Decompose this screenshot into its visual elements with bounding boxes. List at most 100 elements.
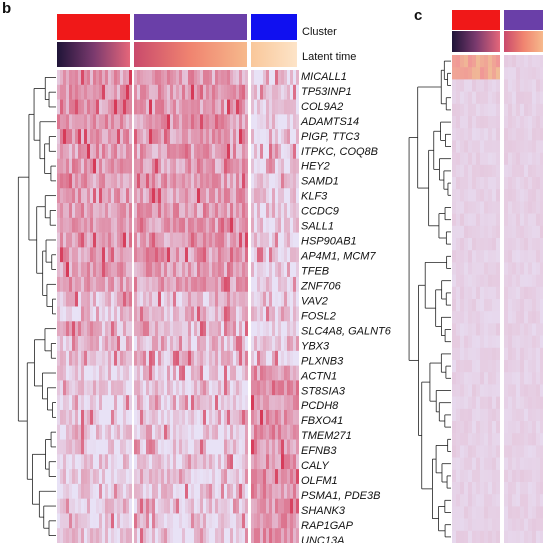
heatmap-cell	[60, 276, 63, 293]
heatmap-cell	[254, 70, 257, 86]
heatmap-cell	[540, 103, 543, 117]
heatmap-cell	[60, 424, 63, 440]
heatmap-cell	[257, 498, 260, 514]
heatmap-cell	[137, 350, 140, 366]
heatmap-cell	[155, 483, 158, 499]
heatmap-cell	[69, 454, 72, 470]
heatmap-cell	[81, 306, 84, 322]
heatmap-cell	[520, 408, 524, 422]
heatmap-cell	[233, 70, 236, 86]
heatmap-cell	[167, 498, 170, 514]
heatmap-cell	[540, 189, 543, 202]
heatmap-cell	[87, 188, 90, 204]
heatmap-cell	[290, 424, 293, 440]
heatmap-cell	[66, 84, 69, 100]
heatmap-cell	[170, 306, 173, 322]
heatmap-cell	[134, 454, 137, 470]
heatmap-cell	[257, 380, 260, 396]
heatmap-cell	[87, 513, 90, 529]
heatmap-cell	[221, 336, 224, 352]
heatmap-cell	[158, 498, 161, 514]
heatmap-cell	[218, 143, 221, 159]
heatmap-cell	[212, 203, 215, 219]
heatmap-cell	[120, 70, 123, 86]
heatmap-cell	[236, 336, 239, 352]
heatmap-cell	[290, 395, 293, 411]
heatmap-cell	[114, 395, 117, 411]
heatmap-cell	[496, 164, 500, 178]
heatmap-cell	[528, 164, 532, 178]
heatmap-cell	[528, 201, 532, 214]
heatmap-cell	[72, 350, 75, 366]
heatmap-cell	[152, 143, 155, 159]
heatmap-cell	[512, 360, 516, 373]
heatmap-cell	[284, 469, 287, 485]
heatmap-cell	[272, 424, 275, 440]
heatmap-cell	[218, 336, 221, 352]
heatmap-cell	[63, 498, 66, 514]
heatmap-cell	[161, 365, 164, 381]
heatmap-cell	[218, 158, 221, 174]
heatmap-cell	[516, 213, 520, 227]
heatmap-cell	[197, 158, 200, 174]
heatmap-cell	[149, 528, 152, 543]
heatmap-cell	[524, 482, 528, 495]
heatmap-cell	[284, 498, 287, 514]
heatmap-cell	[278, 217, 281, 233]
heatmap-cell	[152, 173, 155, 189]
heatmap-cell	[516, 494, 520, 507]
heatmap-cell	[111, 409, 114, 426]
heatmap-cell	[137, 424, 140, 440]
heatmap-cell	[75, 247, 78, 263]
heatmap-cell	[212, 469, 215, 485]
heatmap-cell	[78, 424, 81, 440]
heatmap-cell	[134, 439, 137, 455]
heatmap-cell	[84, 306, 87, 322]
heatmap-cell	[456, 518, 460, 532]
heatmap-cell	[57, 129, 60, 145]
heatmap-cell	[242, 262, 245, 278]
heatmap-cell	[452, 469, 456, 483]
heatmap-cell	[105, 99, 108, 115]
heatmap-cell	[206, 528, 209, 543]
heatmap-cell	[287, 469, 290, 485]
heatmap-cell	[200, 395, 203, 411]
heatmap-cell	[197, 262, 200, 278]
heatmap-cell	[476, 164, 480, 178]
heatmap-cell	[90, 84, 93, 100]
gene-label: HSP90AB1	[301, 236, 357, 248]
gene-label: ITPKC, COQ8B	[301, 146, 378, 158]
heatmap-cell	[281, 291, 284, 307]
heatmap-cell	[456, 250, 460, 263]
heatmap-cell	[203, 158, 206, 174]
heatmap-cell	[464, 286, 468, 300]
heatmap-cell	[66, 439, 69, 455]
heatmap-cell	[266, 291, 269, 307]
heatmap-cell	[476, 408, 480, 422]
heatmap-cell	[102, 276, 105, 293]
heatmap-cell	[123, 350, 126, 366]
heatmap-cell	[293, 306, 296, 322]
heatmap-cell	[182, 84, 185, 100]
heatmap-cell	[512, 116, 516, 129]
heatmap-cell	[287, 395, 290, 411]
heatmap-cell	[206, 380, 209, 396]
heatmap-cell	[146, 173, 149, 189]
heatmap-cell	[233, 306, 236, 322]
heatmap-cell	[134, 395, 137, 411]
heatmap-cell	[528, 311, 532, 324]
heatmap-cell	[251, 380, 254, 396]
gene-label: FOSL2	[301, 310, 336, 322]
heatmap-cell	[90, 439, 93, 455]
heatmap-cell	[87, 498, 90, 514]
heatmap-cell	[203, 483, 206, 499]
heatmap-cell	[456, 457, 460, 471]
heatmap-cell	[215, 114, 218, 130]
heatmap-cell	[215, 203, 218, 219]
heatmap-cell	[173, 498, 176, 514]
heatmap-cell	[179, 84, 182, 100]
heatmap-cell	[263, 217, 266, 233]
heatmap-cell	[111, 276, 114, 293]
heatmap-cell	[287, 321, 290, 337]
heatmap-cell	[260, 321, 263, 337]
